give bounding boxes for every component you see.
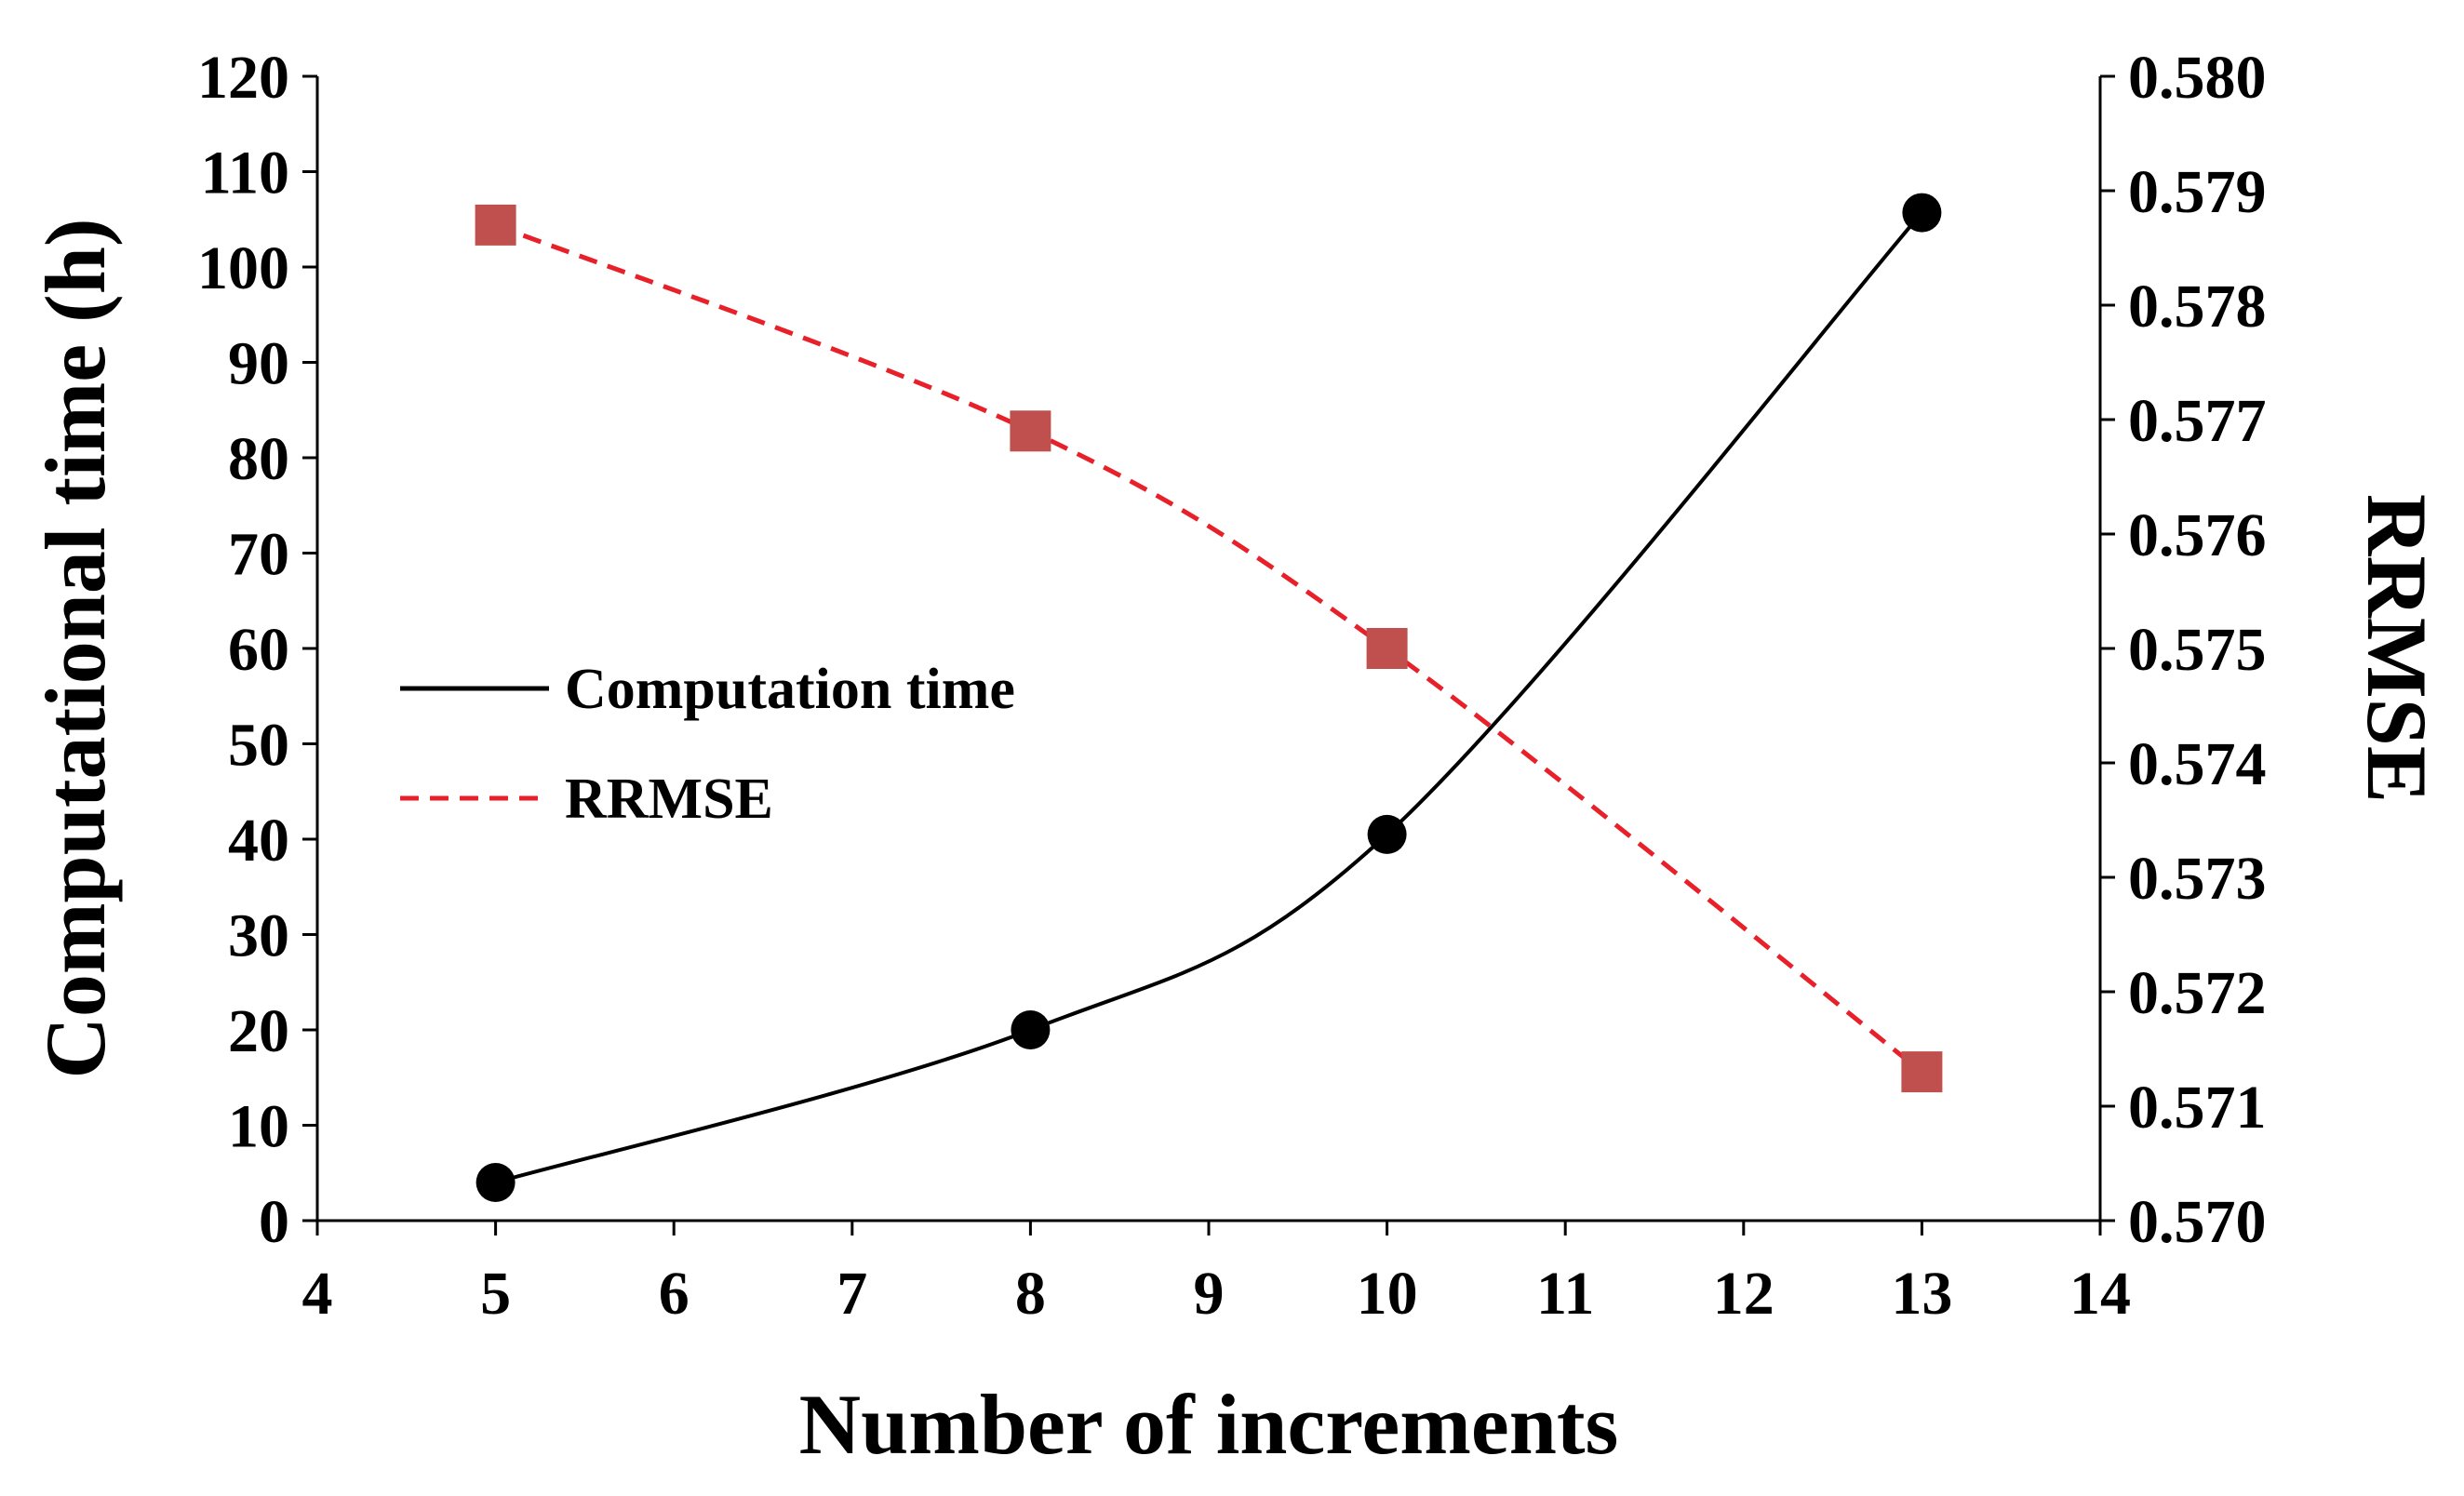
series-line-rrmse [494,222,1923,1075]
legend-label-computation-time: Computation time [565,658,1015,721]
y-tick-label: 110 [201,140,289,207]
y2-tick-label: 0.580 [2128,44,2267,112]
series-layer [475,193,1943,1202]
x-tick-label: 9 [1194,1260,1225,1328]
x-tick-label: 6 [659,1260,690,1328]
y-tick-label: 90 [228,330,289,398]
data-point-rrmse [1366,628,1408,669]
ticks: 4 5 6 7 8 9 10 11 12 13 14 0 10 20 30 40 50 60 70 80 90 100 11… [197,44,2267,1328]
y-tick-label: 10 [228,1093,289,1161]
y2-tick-label: 0.577 [2128,387,2267,455]
x-tick-label: 4 [302,1260,333,1328]
data-point-rrmse [1010,410,1051,452]
y-tick-label: 80 [228,425,289,493]
y-tick-label: 50 [228,712,289,780]
x-tick-label: 7 [837,1260,867,1328]
series-line-computation-time [495,211,1923,1184]
y-tick-label: 100 [197,234,289,302]
data-point-computation-time [1902,193,1942,233]
x-tick-label: 8 [1015,1260,1046,1328]
y2-tick-label: 0.572 [2128,959,2267,1027]
y-tick-label: 60 [228,616,289,684]
y2-tick-label: 0.574 [2128,730,2267,798]
y-tick-label: 20 [228,997,289,1065]
data-point-computation-time [475,1163,516,1202]
x-axis-title: Number of increments [799,1377,1619,1472]
legend: Computation time RRMSE [400,658,1015,831]
data-point-rrmse [1901,1051,1943,1093]
axes [315,76,2102,1222]
y2-tick-label: 0.579 [2128,158,2267,226]
data-point-computation-time [1367,814,1407,854]
y2-tick-label: 0.578 [2128,273,2267,341]
x-tick-label: 13 [1891,1260,1952,1328]
y-axis-title: Computational time (h) [28,218,123,1078]
y2-tick-label: 0.571 [2128,1074,2267,1142]
x-tick-label: 5 [480,1260,511,1328]
y2-axis-title: RRMSE [2350,494,2444,803]
data-point-computation-time [1011,1010,1051,1049]
y-tick-label: 120 [197,44,289,112]
y2-tick-label: 0.576 [2128,501,2267,569]
y2-tick-label: 0.575 [2128,616,2267,684]
y-tick-label: 0 [259,1188,289,1256]
x-tick-label: 10 [1357,1260,1418,1328]
y-tick-label: 40 [228,807,289,875]
x-tick-label: 12 [1713,1260,1774,1328]
y2-tick-label: 0.570 [2128,1188,2267,1256]
x-tick-label: 14 [2069,1260,2131,1328]
x-tick-label: 11 [1536,1260,1594,1328]
data-point-rrmse [475,204,516,246]
legend-label-rrmse: RRMSE [565,768,773,831]
y-tick-label: 30 [228,902,289,970]
y2-tick-label: 0.573 [2128,845,2267,913]
y-tick-label: 70 [228,521,289,589]
